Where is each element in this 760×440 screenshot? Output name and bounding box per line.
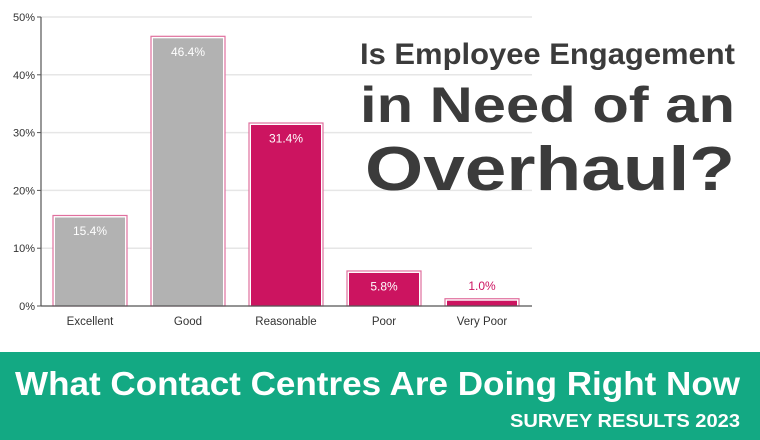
data-label: 1.0% — [468, 279, 496, 293]
bar-reasonable — [251, 125, 321, 307]
bar-very-poor — [447, 300, 517, 306]
banner-title: What Contact Centres Are Doing Right Now — [15, 365, 740, 402]
y-axis-ticks: 0% 10% 20% 30% 40% 50% — [13, 12, 41, 313]
bar-good — [153, 38, 223, 307]
y-tick-label: 40% — [13, 70, 35, 82]
headline-line-2: in Need of an — [360, 77, 735, 133]
data-label: 46.4% — [171, 45, 205, 59]
x-tick-label: Excellent — [67, 316, 114, 328]
data-label: 31.4% — [269, 132, 303, 146]
bar-poor — [349, 272, 419, 306]
x-axis-labels: Excellent Good Reasonable Poor Very Poor — [67, 316, 508, 328]
x-tick-label: Poor — [372, 316, 396, 328]
headline-line-3: Overhaul? — [365, 135, 735, 204]
y-tick-label: 10% — [13, 243, 35, 255]
headline-line-1: Is Employee Engagement — [360, 38, 735, 71]
y-tick-label: 30% — [13, 128, 35, 140]
y-tick-label: 50% — [13, 12, 35, 24]
banner — [0, 352, 760, 440]
banner-subtitle: SURVEY RESULTS 2023 — [510, 411, 740, 431]
bar-excellent — [55, 217, 125, 306]
y-tick-label: 0% — [19, 301, 35, 313]
bars: 15.4% 46.4% 31.4% 5.8% 1.0% — [52, 35, 520, 307]
x-tick-label: Reasonable — [255, 316, 316, 328]
y-tick-label: 20% — [13, 185, 35, 197]
data-label: 5.8% — [370, 279, 398, 293]
x-tick-label: Good — [174, 316, 202, 328]
x-tick-label: Very Poor — [457, 316, 508, 328]
data-label: 15.4% — [73, 224, 107, 238]
